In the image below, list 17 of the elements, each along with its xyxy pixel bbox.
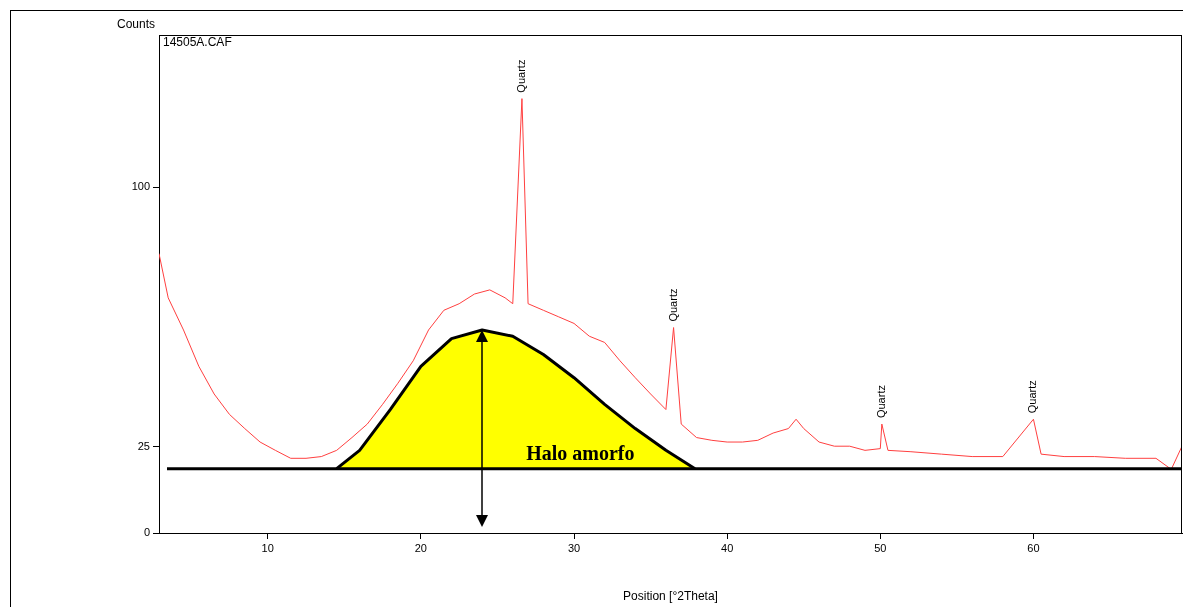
y-tick-label: 100 (131, 180, 150, 193)
x-tick-label: 40 (721, 541, 734, 554)
x-tick-label: 10 (261, 541, 274, 554)
annotation: Quartz (1026, 380, 1039, 414)
x-tick-label: 30 (567, 541, 581, 554)
x-tick-label: 20 (414, 541, 427, 554)
y-axis-title: Counts (116, 17, 155, 32)
annotation: Quartz (666, 288, 679, 322)
x-axis-title: Position [°2Theta] (623, 589, 718, 604)
y-tick-label: 0 (143, 526, 150, 539)
x-tick-label: 60 (1027, 541, 1040, 554)
x-tick-label: 50 (874, 541, 887, 554)
annotation: Quartz (874, 385, 887, 419)
annotation: Quartz (514, 59, 527, 93)
annotation: Halo amorfo (526, 441, 635, 464)
annotation: 14505A.CAF (163, 35, 232, 50)
y-tick-label: 25 (137, 439, 150, 452)
